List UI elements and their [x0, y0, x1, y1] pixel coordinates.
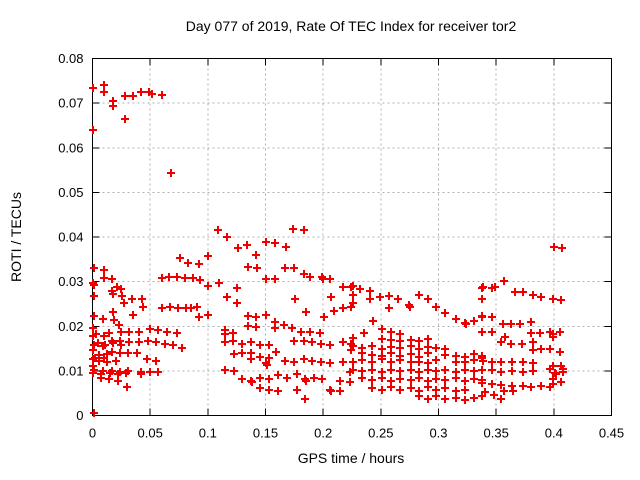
y-tick-labels: 0 0.01 0.02 0.03 0.04 0.05 0.06 0.07 0.08	[58, 51, 83, 423]
y-tick-label: 0.03	[58, 274, 83, 289]
x-tick-label: 0.2	[314, 426, 332, 441]
x-tick-label: 0.25	[368, 426, 393, 441]
y-tick-label: 0.06	[58, 140, 83, 155]
gridlines	[92, 58, 612, 416]
x-tick-label: 0.3	[429, 426, 447, 441]
y-tick-label: 0.07	[58, 96, 83, 111]
y-axis-label: ROTI / TECUs	[8, 192, 24, 282]
axis-ticks	[92, 58, 612, 416]
y-tick-label: 0.04	[58, 230, 83, 245]
chart-title: Day 077 of 2019, Rate Of TEC Index for r…	[186, 18, 517, 34]
y-tick-label: 0.02	[58, 319, 83, 334]
x-tick-label: 0.45	[599, 426, 624, 441]
y-tick-label: 0.05	[58, 185, 83, 200]
x-tick-labels: 0 0.05 0.1 0.15 0.2 0.25 0.3 0.35 0.4 0.45	[89, 426, 624, 441]
y-tick-label: 0.01	[58, 363, 83, 378]
y-tick-label: 0.08	[58, 51, 83, 66]
x-tick-label: 0.05	[138, 426, 163, 441]
scatter-series-ROTI	[89, 81, 567, 417]
x-axis-label: GPS time / hours	[298, 450, 405, 466]
x-tick-label: 0.4	[545, 426, 563, 441]
x-tick-label: 0.15	[253, 426, 278, 441]
x-tick-label: 0.35	[484, 426, 509, 441]
data-points	[89, 81, 567, 417]
x-tick-label: 0	[89, 426, 96, 441]
y-tick-label: 0	[76, 408, 83, 423]
x-tick-label: 0.1	[199, 426, 217, 441]
